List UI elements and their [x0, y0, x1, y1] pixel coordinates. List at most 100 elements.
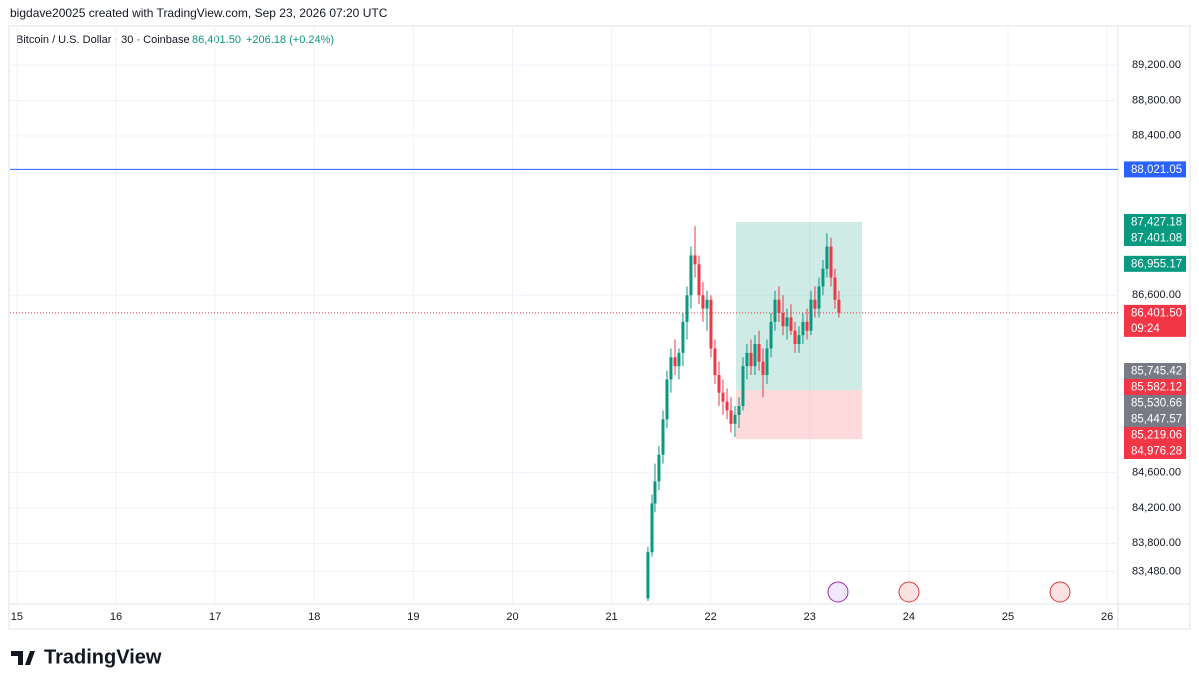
price-tag [1124, 378, 1186, 395]
candle-body [673, 357, 677, 367]
candle-body [833, 277, 837, 300]
logo: TradingView [11, 646, 162, 668]
price-tag [1124, 230, 1186, 247]
y-tick-label: 88,400.00 [1132, 130, 1181, 142]
candle-body [757, 344, 761, 362]
candle-body [805, 321, 809, 331]
candle-body [697, 264, 701, 296]
logo-icon [11, 651, 35, 665]
x-tick-label: 15 [11, 611, 23, 623]
candle-body [737, 406, 741, 415]
price-tag [1124, 426, 1186, 443]
price-tag-label: 84,976.28 [1131, 446, 1182, 458]
candle-body [789, 317, 793, 331]
candle-body [761, 361, 765, 376]
price-tag [1124, 362, 1186, 379]
take-profit-zone [735, 222, 863, 391]
candle-body [717, 375, 721, 393]
candle-body [801, 321, 805, 336]
candle-body [705, 299, 709, 309]
candle-body [817, 286, 821, 309]
price-tag [1124, 304, 1186, 337]
price-tag [1124, 214, 1186, 231]
y-tick-label: 84,200.00 [1132, 502, 1181, 514]
candle-body [701, 295, 705, 309]
plot [10, 26, 1118, 604]
candle-body [677, 352, 681, 367]
price-tag-label: 85,745.42 [1131, 366, 1182, 378]
x-tick-label: 21 [605, 611, 617, 623]
candle-body [661, 419, 665, 455]
x-tick-label: 18 [308, 611, 320, 623]
candle-body [681, 321, 685, 353]
price-tag [1124, 161, 1186, 178]
candle-body [646, 552, 650, 599]
candle-body [769, 321, 773, 349]
price-tag-label: 85,582.12 [1131, 382, 1182, 394]
candle-body [713, 348, 717, 376]
price-tag-label: 85,447.57 [1131, 414, 1182, 426]
event-icons [827, 581, 1071, 603]
price-tag [1124, 442, 1186, 459]
candle-body [821, 268, 825, 287]
candle-body [793, 330, 797, 345]
candle-body [665, 379, 669, 420]
y-tick-label: 83,800.00 [1132, 537, 1181, 549]
change: +206.18 (+0.24%) [246, 34, 334, 46]
candle-body [650, 503, 654, 553]
candle-body [709, 299, 713, 349]
y-tick-label: 83,480.00 [1132, 566, 1181, 578]
candle-body [725, 401, 729, 411]
x-tick-label: 23 [804, 611, 816, 623]
price-tag-label: 86,955.17 [1131, 258, 1182, 270]
x-tick-label: 20 [506, 611, 518, 623]
x-tick-label: 16 [110, 611, 122, 623]
candle-body [753, 344, 757, 367]
y-tick-label: 88,800.00 [1132, 94, 1181, 106]
x-tick-label: 26 [1101, 611, 1113, 623]
price-tag [1124, 255, 1186, 272]
candle-body [797, 335, 801, 345]
candle-body [669, 357, 673, 380]
candle-body [809, 299, 813, 331]
price-tag-label: 88,021.05 [1131, 164, 1182, 176]
candle-body [749, 352, 753, 367]
symbol: Bitcoin / U.S. Dollar · 30 · Coinbase [16, 34, 190, 46]
y-tick-label: 84,600.00 [1132, 466, 1181, 478]
x-tick-label: 22 [705, 611, 717, 623]
stop-loss-zone [735, 390, 863, 440]
x-tick-label: 17 [209, 611, 221, 623]
price-tag-label: 87,427.18 [1131, 217, 1182, 229]
price-tag-label: 85,219.06 [1131, 430, 1182, 442]
last-price: 86,401.50 [192, 34, 241, 46]
price-tag-label: 87,401.08 [1131, 233, 1182, 245]
candle-body [689, 255, 693, 296]
candle-body [729, 410, 733, 424]
price-tag [1124, 394, 1186, 411]
x-tick-label: 25 [1002, 611, 1014, 623]
candle-body [813, 299, 817, 309]
price-countdown: 09:24 [1131, 323, 1160, 335]
candle-body [693, 255, 697, 265]
candle-body [657, 454, 661, 482]
candle-body [829, 246, 833, 278]
candle-body [785, 317, 789, 327]
candle-body [741, 366, 745, 407]
event-icon [827, 581, 849, 603]
y-tick-label: 86,600.00 [1132, 289, 1181, 301]
y-tick-label: 89,200.00 [1132, 59, 1181, 71]
chart-frame [8, 25, 1191, 630]
attribution: bigdave20025 created with TradingView.co… [10, 6, 388, 20]
candle-body [825, 246, 829, 269]
logo-text: TradingView [44, 646, 162, 668]
candle-body [837, 299, 841, 313]
candle-body [777, 299, 781, 314]
price-tag-label: 86,401.50 [1131, 307, 1182, 319]
candle-body [685, 295, 689, 322]
candle-body [745, 352, 749, 367]
candle-body [773, 299, 777, 322]
x-tick-label: 24 [903, 611, 915, 623]
candle-body [781, 313, 785, 327]
